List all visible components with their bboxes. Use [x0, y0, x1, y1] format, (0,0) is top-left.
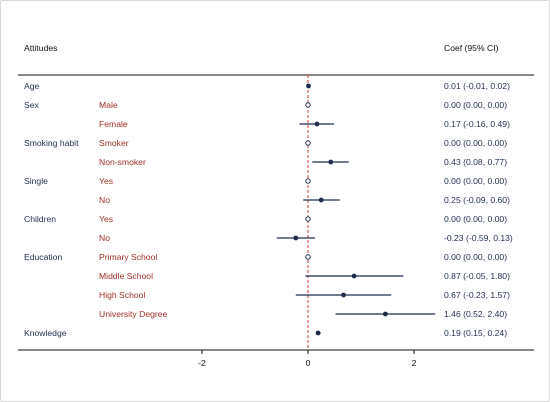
level-label: Yes [99, 176, 113, 186]
estimate-row: No -0.23 (-0.59, 0.13) [99, 233, 513, 243]
coefficient-point [293, 235, 299, 241]
coefficient-point [351, 273, 357, 279]
coefficient-point [328, 159, 334, 165]
coef-ci-label: 0.00 (0.00, 0.00) [444, 252, 507, 262]
coefficient-point [341, 292, 346, 298]
estimate-row: Age 0.01 (-0.01, 0.02) [24, 81, 510, 91]
variable-label: Knowledge [24, 328, 67, 338]
coef-ci-label: 0.00 (0.00, 0.00) [444, 176, 507, 186]
estimate-row: University Degree 1.46 (0.52, 2.40) [99, 309, 507, 319]
coefficient-point [382, 311, 388, 317]
variable-label: Age [24, 81, 40, 91]
variable-label: Sex [24, 100, 40, 110]
reference-category-marker [305, 216, 311, 222]
variable-label: Single [24, 176, 48, 186]
level-label: Male [99, 100, 118, 110]
level-label: Middle School [99, 271, 153, 281]
level-label: Smoker [99, 138, 129, 148]
coef-ci-label: 1.46 (0.52, 2.40) [444, 309, 507, 319]
variable-label: Education [24, 252, 62, 262]
reference-category-marker [305, 254, 311, 260]
coefficient-point [306, 83, 311, 89]
reference-category-marker [305, 140, 311, 146]
estimate-row: Single Yes 0.00 (0.00, 0.00) [24, 176, 507, 186]
coefficient-point [314, 121, 320, 127]
coef-ci-label: 0.87 (-0.05, 1.80) [444, 271, 510, 281]
variable-label: Smoking habit [24, 138, 79, 148]
variable-label: Children [24, 214, 56, 224]
estimate-row: Knowledge 0.19 (0.15, 0.24) [24, 328, 507, 338]
estimate-row: Non-smoker 0.43 (0.08, 0.77) [99, 157, 507, 167]
level-label: High School [99, 290, 145, 300]
x-tick-label: -2 [198, 358, 206, 368]
coef-ci-label: 0.25 (-0.09, 0.60) [444, 195, 510, 205]
estimate-row: Children Yes 0.00 (0.00, 0.00) [24, 214, 507, 224]
level-label: Non-smoker [99, 157, 146, 167]
level-label: Female [99, 119, 128, 129]
level-label: University Degree [99, 309, 168, 319]
coef-ci-label: 0.00 (0.00, 0.00) [444, 214, 507, 224]
estimate-row: No 0.25 (-0.09, 0.60) [99, 195, 510, 205]
level-label: No [99, 233, 110, 243]
coef-ci-label: 0.19 (0.15, 0.24) [444, 328, 507, 338]
coef-ci-label: 0.67 (-0.23, 1.57) [444, 290, 510, 300]
x-tick-label: 2 [412, 358, 417, 368]
coef-ci-label: 0.17 (-0.16, 0.49) [444, 119, 510, 129]
reference-category-marker [305, 178, 311, 184]
x-tick-label: 0 [306, 358, 311, 368]
level-label: Primary School [99, 252, 157, 262]
ticks-layer: -2 0 2 [198, 350, 417, 368]
estimate-row: Sex Male 0.00 (0.00, 0.00) [24, 100, 507, 110]
header-coef-ci: Coef (95% CI) [444, 43, 499, 53]
coef-ci-label: 0.00 (0.00, 0.00) [444, 138, 507, 148]
estimate-row: Female 0.17 (-0.16, 0.49) [99, 119, 510, 129]
estimate-row: Education Primary School 0.00 (0.00, 0.00) [24, 252, 507, 262]
reference-category-marker [305, 102, 311, 108]
estimate-row: High School 0.67 (-0.23, 1.57) [99, 290, 510, 300]
coefficient-point [315, 330, 321, 336]
estimate-row: Smoking habit Smoker 0.00 (0.00, 0.00) [24, 138, 507, 148]
rows-layer: Age 0.01 (-0.01, 0.02) Sex Male 0.00 (0.00, … [24, 81, 513, 338]
estimate-row: Middle School 0.87 (-0.05, 1.80) [99, 271, 510, 281]
coef-ci-label: -0.23 (-0.59, 0.13) [444, 233, 513, 243]
coef-ci-label: 0.00 (0.00, 0.00) [444, 100, 507, 110]
coef-ci-label: 0.43 (0.08, 0.77) [444, 157, 507, 167]
level-label: No [99, 195, 110, 205]
header-attitudes: Attitudes [24, 43, 57, 53]
level-label: Yes [99, 214, 113, 224]
coefficient-point [318, 197, 324, 203]
coef-ci-label: 0.01 (-0.01, 0.02) [444, 81, 510, 91]
